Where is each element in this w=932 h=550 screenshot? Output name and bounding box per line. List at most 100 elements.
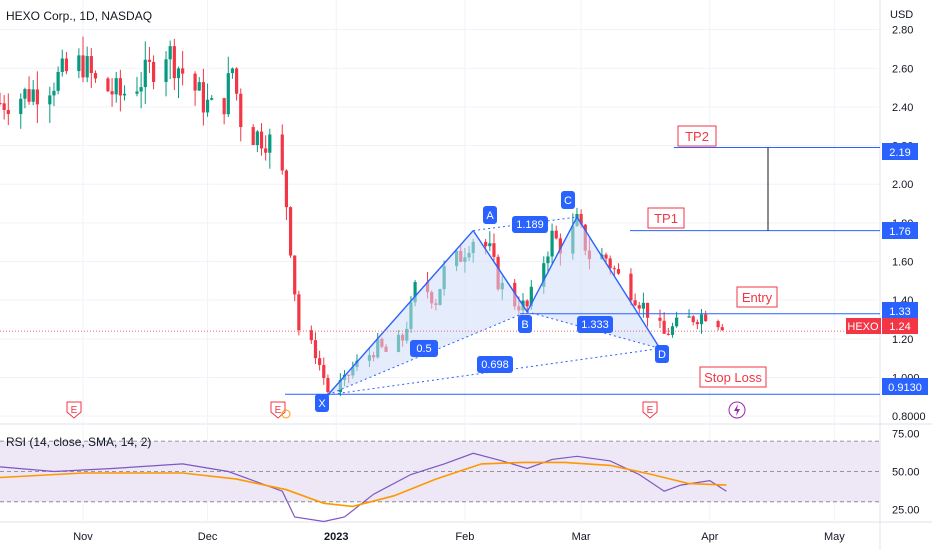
earnings-marker-2[interactable]: E xyxy=(270,401,291,419)
currency-label: USD xyxy=(890,9,913,21)
candle-body xyxy=(197,82,201,91)
ratio-xb-label: 0.5 xyxy=(416,343,431,355)
candle-body xyxy=(0,103,2,105)
candle-body xyxy=(280,134,284,171)
ratio-ac-badge xyxy=(512,216,548,233)
point-x-label: X xyxy=(318,398,326,410)
candle-body xyxy=(118,78,122,96)
point-a-badge xyxy=(483,206,497,224)
point-x-badge xyxy=(315,394,329,412)
candle-body xyxy=(313,340,318,359)
trade-levels[interactable] xyxy=(0,146,880,395)
stop-loss-label-box[interactable] xyxy=(699,366,767,388)
tp2-label: TP2 xyxy=(685,129,709,144)
entry-price: 1.33 xyxy=(889,306,910,318)
candle-body xyxy=(259,131,264,149)
candle-body xyxy=(77,55,81,72)
candle-body xyxy=(235,68,239,94)
pattern-diag-xd xyxy=(327,347,661,396)
time-tick-label: May xyxy=(824,531,845,543)
candle-body xyxy=(645,302,650,318)
time-tick-label: Mar xyxy=(572,531,591,543)
tp2-label-box[interactable] xyxy=(677,125,717,147)
candle-body xyxy=(48,95,52,105)
tp1-price-badge xyxy=(882,222,918,239)
price-tick-label: 2.00 xyxy=(892,179,913,191)
candle-body xyxy=(114,78,118,95)
candle-body xyxy=(629,273,633,301)
tp1-label-box[interactable] xyxy=(647,207,685,229)
candle-body xyxy=(695,322,699,325)
entry-price-badge xyxy=(882,302,918,319)
candle-body xyxy=(89,56,93,74)
candle-body xyxy=(64,58,69,72)
entry-label-box[interactable] xyxy=(736,286,778,308)
last-price: 1.24 xyxy=(889,321,910,333)
harmonic-pattern[interactable] xyxy=(327,216,661,396)
tp1-price: 1.76 xyxy=(889,226,910,238)
candle-body xyxy=(633,300,637,306)
candle-body xyxy=(255,131,259,146)
tp1-label: TP1 xyxy=(654,211,678,226)
candle-body xyxy=(716,321,720,328)
candle-body xyxy=(135,91,139,94)
pattern-leg-cd xyxy=(576,216,661,349)
candle-body xyxy=(2,103,6,110)
candle-body xyxy=(604,254,608,259)
time-tick-label: Feb xyxy=(455,531,474,543)
candle-body xyxy=(81,55,85,78)
ratio-bd-badge xyxy=(577,316,613,333)
stop-price: 0.9130 xyxy=(888,382,922,394)
candle-body xyxy=(608,258,612,269)
candle-body xyxy=(641,302,645,309)
point-d-badge xyxy=(655,345,669,363)
rsi-ma-line xyxy=(0,461,727,508)
candle-body xyxy=(226,73,230,115)
candle-body xyxy=(579,214,583,225)
pattern-leg-ab xyxy=(472,230,528,313)
candle-body xyxy=(201,82,205,113)
candle-body xyxy=(687,316,691,318)
rsi-band xyxy=(0,441,880,502)
pattern-diag-xb xyxy=(327,311,528,396)
candle-body xyxy=(318,358,322,365)
candle-body xyxy=(168,46,172,60)
last-price-badge xyxy=(882,318,918,334)
candle-body xyxy=(172,46,176,79)
candle-body xyxy=(205,99,210,113)
candle-body xyxy=(122,93,127,96)
price-tick-label: 2.80 xyxy=(892,25,913,37)
candle-body xyxy=(56,71,60,91)
rsi-tick-label: 25.00 xyxy=(892,504,920,516)
rsi-tick-label: 75.00 xyxy=(892,429,920,441)
chart-title: HEXO Corp., 1D, NASDAQ xyxy=(6,9,152,23)
candle-body xyxy=(52,90,56,96)
candle-body xyxy=(193,73,197,91)
ratio-xd-label: 0.698 xyxy=(481,359,509,371)
candle-body xyxy=(492,243,496,257)
candle-body xyxy=(60,58,64,72)
candle-body xyxy=(110,91,114,95)
point-a-label: A xyxy=(486,210,494,222)
point-c-label: C xyxy=(564,195,572,207)
stop-price-badge xyxy=(882,378,928,395)
candle-body xyxy=(554,230,558,239)
ratio-xb-badge xyxy=(410,340,438,357)
price-tick-label: 0.8000 xyxy=(892,411,926,423)
candle-body xyxy=(658,317,662,321)
lightning-event-icon[interactable] xyxy=(728,401,746,419)
candle-body xyxy=(251,127,255,146)
time-tick-label: Dec xyxy=(198,531,218,543)
earnings-marker-1[interactable]: E xyxy=(66,401,82,419)
symbol-badge xyxy=(846,318,881,334)
candle-body xyxy=(675,317,679,327)
stop-loss-label: Stop Loss xyxy=(704,370,762,385)
candles xyxy=(0,36,724,398)
candle-body xyxy=(31,89,35,102)
earnings-marker-3[interactable]: E xyxy=(642,401,658,419)
candle-body xyxy=(288,207,293,256)
candle-body xyxy=(484,241,488,247)
price-tick-label: 1.20 xyxy=(892,334,913,346)
candle-body xyxy=(176,68,181,79)
